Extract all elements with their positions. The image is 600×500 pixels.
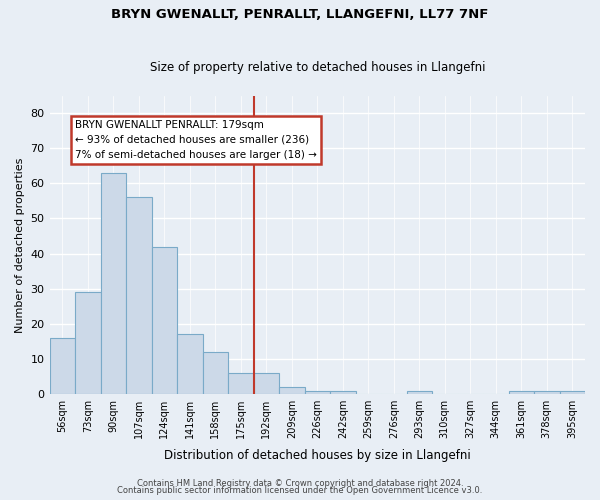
Text: Contains HM Land Registry data © Crown copyright and database right 2024.: Contains HM Land Registry data © Crown c… [137, 478, 463, 488]
Bar [152, 246, 177, 394]
Text: Contains public sector information licensed under the Open Government Licence v3: Contains public sector information licen… [118, 486, 482, 495]
Bar [407, 390, 432, 394]
Bar [75, 292, 101, 394]
Bar [560, 390, 585, 394]
Bar [126, 198, 152, 394]
Y-axis label: Number of detached properties: Number of detached properties [15, 157, 25, 332]
Bar [509, 390, 534, 394]
Bar [305, 390, 330, 394]
Bar [254, 373, 279, 394]
Bar [534, 390, 560, 394]
Bar [50, 338, 75, 394]
Text: BRYN GWENALLT PENRALLT: 179sqm
← 93% of detached houses are smaller (236)
7% of : BRYN GWENALLT PENRALLT: 179sqm ← 93% of … [75, 120, 317, 160]
Bar [203, 352, 228, 394]
Bar [177, 334, 203, 394]
Bar [228, 373, 254, 394]
X-axis label: Distribution of detached houses by size in Llangefni: Distribution of detached houses by size … [164, 450, 470, 462]
Bar [101, 173, 126, 394]
Title: Size of property relative to detached houses in Llangefni: Size of property relative to detached ho… [149, 60, 485, 74]
Bar [279, 387, 305, 394]
Bar [330, 390, 356, 394]
Text: BRYN GWENALLT, PENRALLT, LLANGEFNI, LL77 7NF: BRYN GWENALLT, PENRALLT, LLANGEFNI, LL77… [112, 8, 488, 20]
